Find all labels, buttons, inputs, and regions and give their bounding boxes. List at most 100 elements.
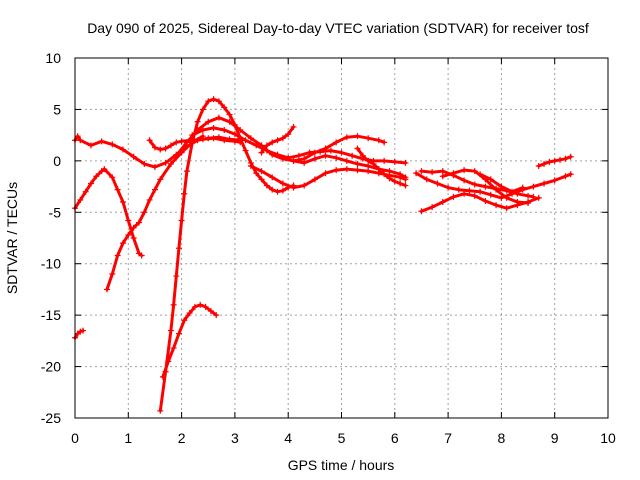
data-point-marker (74, 133, 81, 140)
data-point-marker (269, 186, 276, 193)
data-point-marker (557, 156, 564, 163)
data-point-marker (135, 219, 142, 226)
data-point-marker (210, 135, 217, 142)
data-point-marker (562, 155, 569, 162)
data-point-marker (429, 204, 436, 211)
data-point-marker (541, 160, 548, 167)
data-point-marker (197, 301, 204, 308)
data-point-marker (503, 194, 510, 201)
data-point-marker (359, 152, 366, 159)
y-tick-label: -5 (49, 204, 62, 220)
data-point-marker (381, 157, 388, 164)
data-point-marker (167, 327, 174, 334)
data-point-marker (354, 133, 361, 140)
data-point-marker (87, 180, 94, 187)
data-point-marker (466, 187, 473, 194)
y-tick-label: 5 (53, 101, 61, 117)
data-point-marker (221, 137, 228, 144)
series-line (356, 147, 407, 187)
data-point-marker (375, 166, 382, 173)
data-point-marker (551, 177, 558, 184)
x-tick-label: 0 (71, 430, 79, 446)
data-point-marker (215, 98, 222, 105)
data-point-marker (333, 139, 340, 146)
data-point-marker (87, 142, 94, 149)
data-point-marker (279, 135, 286, 142)
data-point-marker (423, 176, 430, 183)
series-track-18 (477, 171, 526, 195)
x-tick-label: 8 (498, 430, 506, 446)
data-point-marker (253, 170, 260, 177)
data-point-marker (397, 174, 404, 181)
data-point-marker (541, 180, 548, 187)
data-point-marker (471, 181, 478, 188)
data-point-marker (119, 199, 126, 205)
data-point-marker (210, 96, 217, 103)
data-point-marker (183, 139, 190, 146)
data-point-marker (381, 139, 388, 146)
data-point-marker (567, 171, 574, 178)
data-point-marker (439, 173, 446, 180)
data-point-marker (77, 328, 84, 335)
data-point-marker (493, 202, 500, 209)
data-point-marker (151, 144, 158, 151)
data-point-marker (439, 199, 446, 205)
series-track-12 (290, 133, 388, 164)
data-point-marker (429, 169, 436, 176)
data-point-marker (79, 327, 86, 334)
data-point-marker (482, 197, 489, 204)
data-point-marker (173, 139, 180, 146)
data-point-marker (151, 186, 158, 193)
x-tick-label: 1 (124, 430, 132, 446)
data-point-marker (498, 194, 505, 201)
data-point-marker (231, 131, 238, 138)
data-point-marker (354, 167, 361, 174)
data-point-marker (290, 184, 297, 191)
data-point-marker (181, 190, 188, 197)
data-point-marker (343, 157, 350, 164)
data-point-marker (413, 170, 420, 177)
data-point-marker (167, 142, 174, 149)
data-point-marker (93, 173, 100, 180)
data-point-marker (525, 192, 532, 199)
data-point-marker (173, 273, 180, 280)
x-tick-label: 9 (551, 430, 559, 446)
x-axis-label: GPS time / hours (288, 457, 395, 473)
data-point-marker (173, 152, 180, 159)
data-point-marker (354, 145, 361, 152)
data-point-marker (269, 174, 276, 181)
data-point-marker (205, 118, 212, 125)
data-point-marker (301, 155, 308, 162)
data-point-marker (98, 138, 105, 145)
data-point-marker (247, 135, 254, 142)
data-point-marker (170, 345, 177, 352)
data-point-marker (461, 177, 468, 184)
data-point-marker (333, 167, 340, 174)
data-point-marker (130, 224, 137, 231)
data-point-marker (471, 168, 478, 175)
data-point-marker (418, 168, 425, 175)
data-point-marker (493, 186, 500, 193)
data-point-marker (191, 303, 198, 310)
data-point-marker (119, 240, 126, 247)
data-point-marker (141, 160, 148, 167)
series-track-2 (72, 166, 145, 259)
data-point-marker (514, 190, 521, 197)
series-track-6 (159, 301, 220, 380)
data-point-marker (199, 127, 206, 133)
data-point-marker (471, 192, 478, 199)
y-tick-labels: -25 -20 -15 -10 -5 0 5 10 (41, 50, 61, 426)
data-point-marker (77, 196, 84, 203)
data-point-marker (482, 183, 489, 190)
data-point-marker (186, 310, 193, 317)
data-point-marker (141, 209, 148, 216)
data-point-marker (535, 163, 542, 169)
data-point-marker (175, 245, 182, 252)
data-point-marker (349, 152, 356, 159)
data-point-marker (295, 152, 302, 159)
series-line (414, 171, 573, 200)
x-tick-label: 6 (391, 430, 399, 446)
data-point-marker (82, 188, 89, 195)
series-track-10 (258, 123, 297, 156)
y-tick-label: -10 (41, 256, 61, 272)
